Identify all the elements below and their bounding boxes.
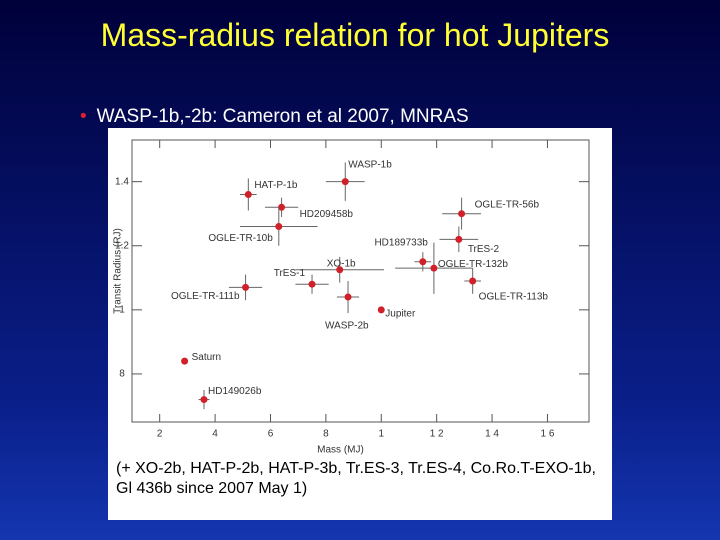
- point: [469, 277, 477, 285]
- point: [244, 190, 252, 198]
- point-label: HAT-P-1b: [254, 180, 298, 191]
- point-label: Saturn: [192, 352, 221, 363]
- x-tick-label: 1: [378, 429, 384, 440]
- point: [419, 258, 427, 266]
- point: [336, 266, 344, 274]
- point: [341, 178, 349, 186]
- point-label: Jupiter: [385, 308, 416, 319]
- chart-background: [108, 128, 612, 520]
- bullet: • WASP-1b,-2b: Cameron et al 2007, MNRAS: [80, 106, 469, 128]
- x-tick-label: 4: [212, 429, 218, 440]
- x-tick-label: 1 4: [485, 429, 499, 440]
- point: [181, 357, 189, 365]
- x-tick-label: 6: [268, 429, 274, 440]
- point-label: WASP-2b: [325, 321, 369, 332]
- y-tick-label: 1: [119, 304, 125, 315]
- point: [344, 293, 352, 301]
- slide-title: Mass-radius relation for hot Jupiters: [100, 17, 610, 53]
- point-label: OGLE-TR-132b: [438, 259, 508, 270]
- x-axis-label: Mass (MJ): [317, 445, 364, 456]
- point-label: HD189733b: [374, 237, 428, 248]
- bullet-dot: •: [80, 106, 87, 127]
- point: [308, 280, 316, 288]
- point-label: TrES-1: [274, 268, 306, 279]
- x-tick-label: 1 2: [430, 429, 444, 440]
- point: [275, 223, 283, 231]
- point-label: TrES-2: [468, 244, 500, 255]
- point-label: OGLE-TR-113b: [479, 292, 549, 303]
- point-label: HD209458b: [300, 209, 354, 220]
- point: [377, 306, 385, 314]
- x-tick-label: 8: [323, 429, 329, 440]
- point: [242, 283, 250, 291]
- point-label: OGLE-TR-10b: [208, 233, 273, 244]
- point: [458, 210, 466, 218]
- note: (+ XO-2b, HAT-P-2b, HAT-P-3b, Tr.ES-3, T…: [116, 459, 606, 499]
- x-tick-label: 2: [157, 429, 163, 440]
- y-tick-label: 1.4: [115, 176, 129, 187]
- point: [430, 264, 438, 272]
- y-tick-label: 1.2: [115, 240, 129, 251]
- point: [200, 396, 208, 404]
- point-label: WASP-1b: [348, 159, 392, 170]
- point-label: OGLE-TR-56b: [475, 199, 540, 210]
- plot-frame: [131, 139, 590, 423]
- y-axis-label: Transit Radius (RJ): [113, 228, 124, 314]
- point-label: HD149026b: [208, 386, 262, 397]
- y-tick-label: 8: [119, 369, 125, 380]
- point: [278, 203, 286, 211]
- point-label: OGLE-TR-111b: [171, 291, 240, 302]
- point-label: XO-1b: [327, 258, 356, 269]
- point: [455, 235, 463, 243]
- x-tick-label: 1 6: [541, 429, 555, 440]
- bullet-text: WASP-1b,-2b: Cameron et al 2007, MNRAS: [96, 106, 469, 127]
